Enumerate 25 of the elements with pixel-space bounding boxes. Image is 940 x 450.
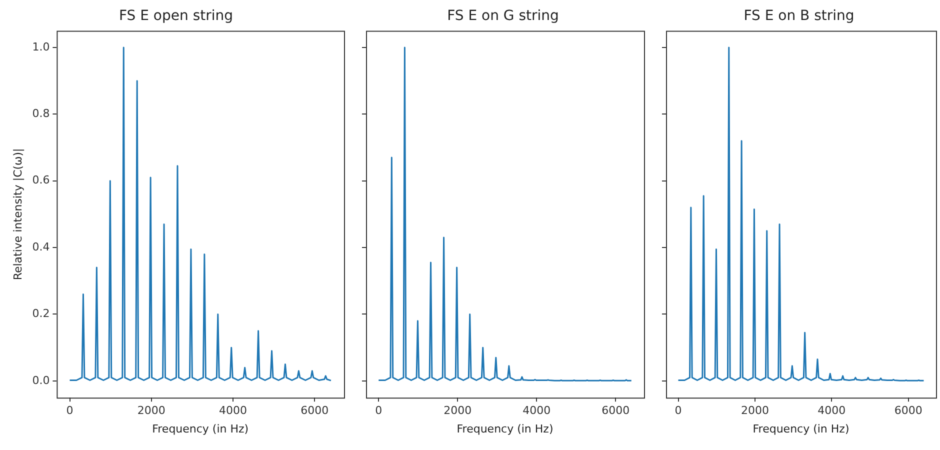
chart-title: FS E on G string xyxy=(447,8,559,24)
y-tick-label: 0.8 xyxy=(32,107,50,120)
x-tick-label: 0 xyxy=(674,404,682,418)
x-axis-title: Frequency (in Hz) xyxy=(456,422,554,436)
x-tick-label: 4000 xyxy=(218,404,247,418)
y-tick-label: 1.0 xyxy=(32,40,50,54)
x-tick-label: 4000 xyxy=(818,404,846,418)
x-tick-label: 0 xyxy=(375,404,382,418)
y-tick-label: 0.2 xyxy=(32,307,50,320)
chart-title: FS E on B string xyxy=(744,8,854,24)
y-axis-title: Relative intensity |C(ω)| xyxy=(11,148,24,280)
x-tick-label: 2000 xyxy=(740,404,769,418)
y-tick-label: 0.6 xyxy=(32,174,50,187)
x-axis-title: Frequency (in Hz) xyxy=(152,422,249,436)
y-tick-label: 0.0 xyxy=(32,374,50,387)
x-tick-label: 2000 xyxy=(137,404,166,418)
x-tick-label: 4000 xyxy=(522,404,551,418)
x-tick-label: 0 xyxy=(66,404,74,418)
y-tick-label: 0.4 xyxy=(32,240,50,254)
x-axis-title: Frequency (in Hz) xyxy=(752,422,850,436)
x-tick-label: 6000 xyxy=(894,404,922,418)
chart-title: FS E open string xyxy=(118,8,234,24)
x-tick-label: 2000 xyxy=(444,404,472,418)
x-tick-label: 6000 xyxy=(300,404,329,418)
x-tick-label: 6000 xyxy=(602,404,630,418)
